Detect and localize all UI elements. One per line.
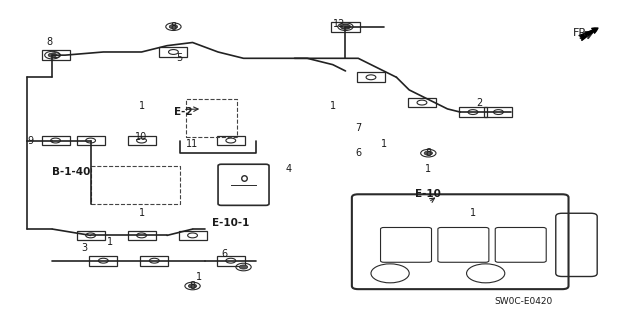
Circle shape bbox=[424, 151, 433, 155]
Circle shape bbox=[48, 53, 56, 57]
Text: B-1-40: B-1-40 bbox=[52, 167, 91, 177]
Text: 2: 2 bbox=[476, 98, 483, 108]
Text: 8: 8 bbox=[170, 22, 177, 32]
Text: 1: 1 bbox=[138, 208, 145, 218]
Text: FR.: FR. bbox=[573, 28, 590, 38]
Text: 7: 7 bbox=[355, 123, 362, 133]
Text: 5: 5 bbox=[177, 53, 183, 63]
Text: 1: 1 bbox=[470, 208, 476, 218]
Bar bbox=[186, 100, 237, 137]
Text: SW0C-E0420: SW0C-E0420 bbox=[495, 297, 553, 306]
Text: 1: 1 bbox=[196, 271, 202, 281]
Text: 1: 1 bbox=[381, 139, 387, 149]
Text: 1: 1 bbox=[107, 237, 113, 247]
Text: 10: 10 bbox=[136, 132, 148, 142]
Text: 6: 6 bbox=[355, 148, 362, 158]
Text: 3: 3 bbox=[81, 243, 87, 253]
Text: 8: 8 bbox=[46, 38, 52, 48]
Text: 11: 11 bbox=[186, 139, 198, 149]
Circle shape bbox=[188, 284, 196, 288]
Text: 4: 4 bbox=[285, 164, 291, 174]
Text: 1: 1 bbox=[138, 101, 145, 111]
Text: 8: 8 bbox=[189, 281, 196, 291]
Text: E-10-1: E-10-1 bbox=[212, 218, 250, 228]
Text: 1: 1 bbox=[330, 101, 336, 111]
Text: 1: 1 bbox=[425, 164, 431, 174]
Text: E-10: E-10 bbox=[415, 189, 441, 199]
Text: 6: 6 bbox=[221, 249, 227, 259]
Text: 8: 8 bbox=[425, 148, 431, 158]
Text: E-2: E-2 bbox=[173, 107, 192, 117]
Text: 12: 12 bbox=[333, 19, 346, 28]
Circle shape bbox=[239, 265, 248, 269]
Circle shape bbox=[341, 25, 349, 29]
Text: 9: 9 bbox=[27, 136, 33, 145]
Circle shape bbox=[169, 25, 178, 29]
Bar bbox=[91, 166, 180, 204]
